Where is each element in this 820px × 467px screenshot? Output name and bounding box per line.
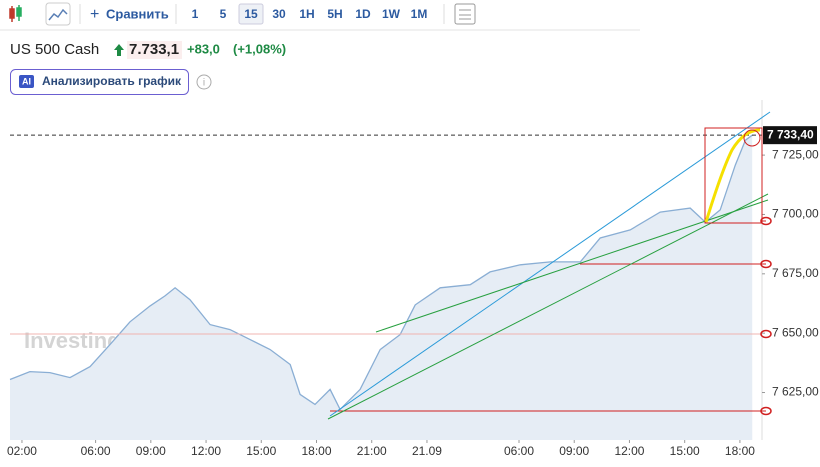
- x-tick-label: 02:00: [7, 444, 37, 458]
- layout-icon[interactable]: [454, 3, 476, 25]
- y-tick-label: 7 725,00: [772, 147, 819, 161]
- highlight: [704, 128, 761, 223]
- y-tick-label: 7 700,00: [772, 207, 819, 221]
- last-price-label: 7 733,40: [767, 127, 814, 141]
- marker: [760, 259, 772, 269]
- x-tick-label: 12:00: [191, 444, 221, 458]
- change: +83,0: [187, 41, 220, 56]
- price: 7.733,1: [129, 41, 179, 58]
- x-tick-label: 15:00: [246, 444, 276, 458]
- trend-line: [329, 111, 771, 417]
- last-price-tag: [763, 126, 817, 145]
- x-tick-label: 06:00: [504, 444, 534, 458]
- price-area: [10, 135, 753, 440]
- interval-active-bg: [238, 3, 264, 25]
- analyze-button[interactable]: [10, 69, 189, 95]
- x-tick-label: 21.09: [412, 444, 442, 458]
- circle: [743, 129, 761, 147]
- info-icon[interactable]: [196, 74, 212, 90]
- info-icon-text: i: [203, 78, 205, 89]
- compare-button[interactable]: Сравнить: [106, 6, 169, 21]
- x-tick-label: 06:00: [81, 444, 111, 458]
- x-tick-label: 18:00: [301, 444, 331, 458]
- ai-icon: [19, 75, 34, 88]
- marker: [760, 216, 772, 226]
- trend-line: [327, 193, 769, 420]
- candle-icon[interactable]: [9, 5, 22, 22]
- interval-button[interactable]: 1D: [355, 7, 371, 21]
- x-tick-label: 18:00: [725, 444, 755, 458]
- watermark: Investing: [24, 328, 121, 353]
- price-bg: [127, 41, 182, 59]
- change-pct: (+1,08%): [233, 41, 286, 56]
- interval-button[interactable]: 1H: [299, 7, 314, 21]
- x-tick-label: 21:00: [357, 444, 387, 458]
- x-tick-label: 09:00: [136, 444, 166, 458]
- instrument-title: US 500 Cash: [10, 41, 99, 58]
- ai-icon-text: AI: [22, 76, 31, 86]
- up-arrow: [114, 44, 124, 56]
- area-icon-frame[interactable]: [45, 2, 71, 26]
- area-icon: [48, 8, 68, 21]
- interval-button[interactable]: 1W: [382, 7, 401, 21]
- x-tick-label: 09:00: [559, 444, 589, 458]
- marker: [760, 329, 772, 339]
- interval-button[interactable]: 1M: [411, 7, 428, 21]
- marker: [760, 406, 772, 416]
- x-tick-label: 12:00: [614, 444, 644, 458]
- drawings: [10, 111, 772, 420]
- trend-line: [375, 199, 769, 333]
- interval-button[interactable]: 5H: [327, 7, 342, 21]
- y-tick-label: 7 675,00: [772, 266, 819, 280]
- interval-button[interactable]: 1: [192, 7, 199, 21]
- interval-button[interactable]: 5: [220, 7, 227, 21]
- y-tick-label: 7 650,00: [772, 325, 819, 339]
- y-tick-label: 7 625,00: [772, 385, 819, 399]
- plus-icon: +: [90, 6, 99, 23]
- box: [704, 127, 763, 224]
- interval-button[interactable]: 30: [272, 7, 286, 21]
- analyze-label: Анализировать график: [42, 74, 182, 88]
- interval-button[interactable]: 15: [244, 7, 258, 21]
- x-tick-label: 15:00: [670, 444, 700, 458]
